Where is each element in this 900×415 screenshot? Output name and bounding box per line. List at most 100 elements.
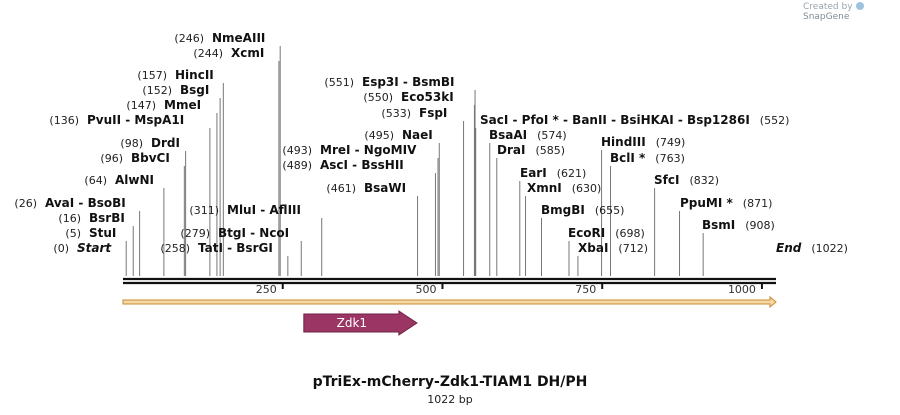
site-hincii-name: HincII [175,68,214,82]
ruler-ticks: 250 500 750 1000 [256,283,763,296]
snapgene-logo-icon [855,2,864,10]
snapgene-credit: Created bySnapGene [803,2,900,22]
site-bcli-position: (763) [655,152,685,165]
site-bsawi-name: BsaWI [364,181,406,195]
site-drdi[interactable]: DrdI (98) [120,136,180,150]
site-alwni-position: (64) [84,174,107,187]
site-drai-name: DraI [497,143,525,157]
site-ecori-position: (698) [615,227,645,240]
site-ppumi-name: PpuMI * [680,196,734,210]
site-xmni-name: XmnI [527,181,562,195]
site-drdi-name: DrdI [151,136,180,150]
site-saci-pfoi-banii-bsihkai-bsp1286i[interactable]: SacI - PfoI * - BanII - BsiHKAI - Bsp128… [480,113,789,127]
site-ppumi[interactable]: PpuMI * (871) [680,196,772,210]
ruler-label-250: 250 [256,283,277,296]
site-mrei-ngomiv-position: (493) [282,144,312,157]
site-start-position: (0) [53,242,69,255]
feature-zdk1-arrow[interactable] [303,310,418,336]
site-bcli[interactable]: BclI * (763) [610,151,685,165]
site-esp3i-bsmbi-name: Esp3I - BsmBI [362,75,454,89]
site-mlui-afliii-name: MluI - AflIII [227,203,301,217]
site-asci-bsshii[interactable]: AscI - BssHII (489) [282,158,403,172]
site-saci-pfoi-banii-bsihkai-bsp1286i-name: SacI - PfoI * - BanII - BsiHKAI - Bsp128… [480,113,750,127]
site-xcmi-position: (244) [193,47,223,60]
site-alwni-name: AlwNI [115,173,154,187]
site-mlui-afliii[interactable]: MluI - AflIII (311) [189,203,301,217]
site-bsmi-position: (908) [745,219,775,232]
site-nmeaiii-position: (246) [174,32,204,45]
site-xbai[interactable]: XbaI (712) [578,241,648,255]
site-bsgi[interactable]: BsgI (152) [142,83,209,97]
site-xmni-position: (630) [572,182,602,195]
site-bsaai-name: BsaAI [489,128,527,142]
site-end-position: (1022) [811,242,848,255]
site-sfci[interactable]: SfcI (832) [654,173,719,187]
site-pvuii-mspa1i-name: PvuII - MspA1I [87,113,184,127]
ruler-label-1000: 1000 [728,283,756,296]
site-xcmi-name: XcmI [231,46,264,60]
site-hincii[interactable]: HincII (157) [137,68,213,82]
ruler-label-750: 750 [575,283,596,296]
site-btgi-ncoi-name: BtgI - NcoI [218,226,289,240]
site-drdi-position: (98) [120,137,143,150]
ruler-label-500: 500 [415,283,436,296]
site-eco53ki-position: (550) [363,91,393,104]
site-bbvci[interactable]: BbvCI (96) [100,151,169,165]
site-alwni[interactable]: AlwNI (64) [84,173,154,187]
site-mrei-ngomiv-name: MreI - NgoMIV [320,143,417,157]
site-stui-name: StuI [89,226,116,240]
site-esp3i-bsmbi[interactable]: Esp3I - BsmBI (551) [324,75,454,89]
site-fspi-position: (533) [381,107,411,120]
site-bmgbi-position: (655) [595,204,625,217]
site-bsaai[interactable]: BsaAI (574) [489,128,567,142]
site-bsrbi-name: BsrBI [89,211,125,225]
credit-brand: SnapGene [803,12,850,22]
feature-zdk1-label: Zdk1 [337,316,367,330]
site-btgi-ncoi[interactable]: BtgI - NcoI (279) [180,226,289,240]
site-nmeaiii[interactable]: NmeAIII (246) [174,31,265,45]
site-start-name: Start [77,241,112,255]
credit-prefix: Created by [803,2,853,12]
site-mlui-afliii-position: (311) [189,204,219,217]
site-fspi[interactable]: FspI (533) [381,106,447,120]
site-asci-bsshii-position: (489) [282,159,312,172]
site-xcmi[interactable]: XcmI (244) [193,46,264,60]
site-bsrbi-position: (16) [58,212,81,225]
site-drai[interactable]: DraI (585) [497,143,565,157]
site-start[interactable]: Start (0) [53,241,112,255]
site-bsgi-position: (152) [142,84,172,97]
sequence-length: 1022 bp [427,393,473,406]
site-hindiii-name: HindIII [601,135,646,149]
site-mrei-ngomiv[interactable]: MreI - NgoMIV (493) [282,143,417,157]
site-mmei[interactable]: MmeI (147) [126,98,201,112]
site-avai-bsobi[interactable]: AvaI - BsoBI (26) [14,196,125,210]
site-bsawi[interactable]: BsaWI (461) [326,181,406,195]
site-tati-bsrgi-position: (258) [160,242,190,255]
site-ecori[interactable]: EcoRI (698) [568,226,645,240]
site-xmni[interactable]: XmnI (630) [527,181,601,195]
site-naei[interactable]: NaeI (495) [364,128,432,142]
site-stui[interactable]: StuI (5) [65,226,116,240]
site-nmeaiii-name: NmeAIII [212,31,265,45]
site-eco53ki[interactable]: Eco53kI (550) [363,90,453,104]
site-eari[interactable]: EarI (621) [520,166,586,180]
site-bmgbi[interactable]: BmgBI (655) [541,203,624,217]
site-mmei-position: (147) [126,99,156,112]
site-avai-bsobi-name: AvaI - BsoBI [45,196,126,210]
site-bsrbi[interactable]: BsrBI (16) [58,211,124,225]
site-xbai-position: (712) [618,242,648,255]
site-fspi-name: FspI [419,106,447,120]
site-hincii-position: (157) [137,69,167,82]
site-bsmi[interactable]: BsmI (908) [702,218,775,232]
site-ecori-name: EcoRI [568,226,605,240]
site-end-name: End [776,241,802,255]
site-hindiii[interactable]: HindIII (749) [601,135,685,149]
site-naei-position: (495) [364,129,394,142]
site-tati-bsrgi[interactable]: TatI - BsrGI (258) [160,241,272,255]
site-bsgi-name: BsgI [180,83,209,97]
site-pvuii-mspa1i[interactable]: PvuII - MspA1I (136) [49,113,184,127]
site-end[interactable]: End (1022) [776,241,848,255]
site-bmgbi-name: BmgBI [541,203,585,217]
site-bbvci-name: BbvCI [131,151,170,165]
